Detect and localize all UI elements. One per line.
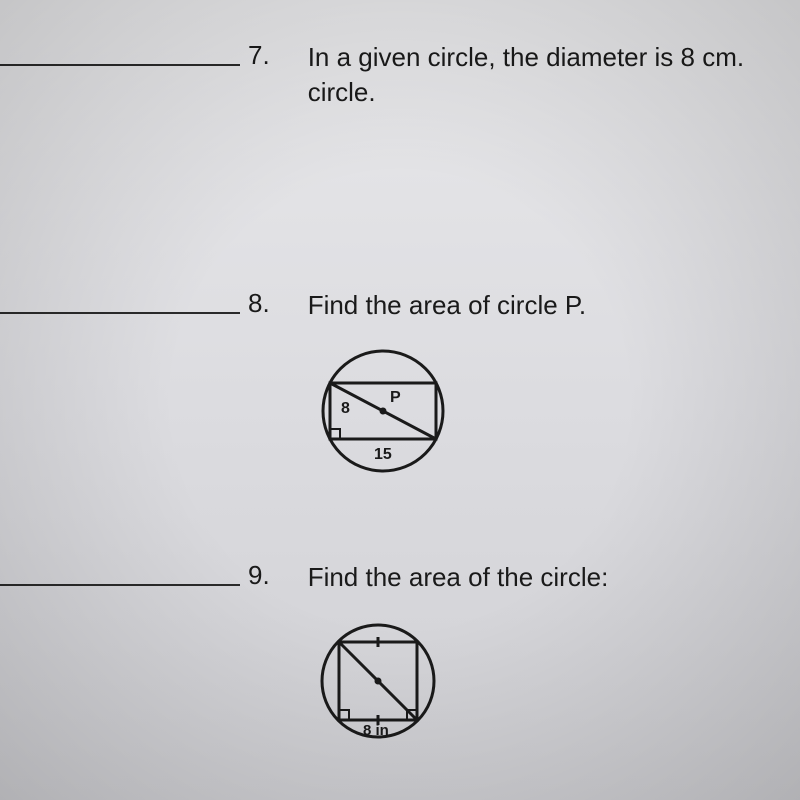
center-point-9 <box>374 678 381 685</box>
problem-9-row: 9. Find the area of the circle: 8 in <box>0 560 800 753</box>
answer-blank-8 <box>0 288 240 314</box>
problem-8-text: Find the area of circle P. <box>308 288 800 323</box>
label-15: 15 <box>374 446 392 463</box>
problem-7-line2: circle. <box>308 75 800 110</box>
problem-content-8: Find the area of circle P. 8 P 15 <box>308 288 800 481</box>
problem-8-row: 8. Find the area of circle P. 8 P 15 <box>0 288 800 481</box>
answer-blank-9 <box>0 560 240 586</box>
worksheet-page: 7. In a given circle, the diameter is 8 … <box>0 0 800 800</box>
problem-number-8: 8. <box>248 288 270 319</box>
problem-content-9: Find the area of the circle: 8 in <box>308 560 800 753</box>
problem-7-row: 7. In a given circle, the diameter is 8 … <box>0 40 800 110</box>
problem-7-line1: In a given circle, the diameter is 8 cm. <box>308 40 800 75</box>
problem-number-7: 7. <box>248 40 270 71</box>
circle-p-diagram: 8 P 15 <box>308 341 458 481</box>
label-8: 8 <box>341 400 350 417</box>
problem-content-7: In a given circle, the diameter is 8 cm.… <box>308 40 800 110</box>
problem-8-diagram: 8 P 15 <box>308 341 800 481</box>
problem-9-text: Find the area of the circle: <box>308 560 800 595</box>
circle-square-diagram: 8 in <box>308 613 448 753</box>
label-8in: 8 in <box>363 722 389 739</box>
answer-blank-7 <box>0 40 240 66</box>
label-p: P <box>390 389 401 406</box>
center-point <box>379 408 386 415</box>
problem-number-9: 9. <box>248 560 270 591</box>
problem-9-diagram: 8 in <box>308 613 800 753</box>
